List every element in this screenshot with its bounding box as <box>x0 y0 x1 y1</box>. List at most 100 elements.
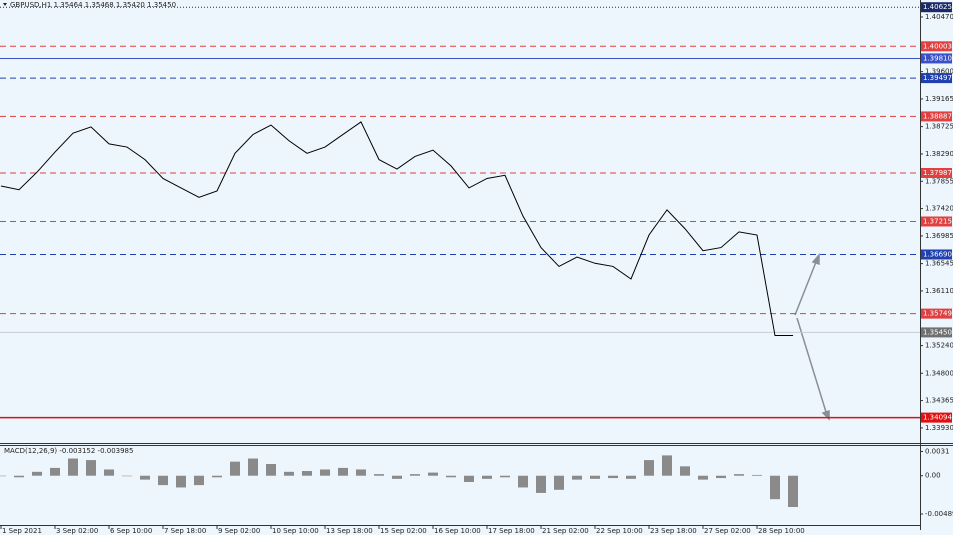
macd-bar <box>284 471 294 476</box>
level-tag <box>921 2 952 13</box>
macd-bar <box>356 469 366 476</box>
macd-bar <box>68 458 78 476</box>
level-tag <box>921 249 952 260</box>
macd-bar <box>122 475 132 477</box>
x-tick-label: 7 Sep 18:00 <box>164 527 206 535</box>
macd-bar <box>140 475 150 480</box>
macd-bar <box>608 475 618 479</box>
x-tick-label: 22 Sep 10:00 <box>596 527 643 535</box>
y-tick-label: 0.00 <box>925 472 941 480</box>
macd-bar <box>536 475 546 493</box>
x-tick-label: 21 Sep 02:00 <box>542 527 589 535</box>
macd-bar <box>392 475 402 479</box>
forecast-arrows <box>794 252 830 421</box>
level-label: 1.35749 <box>923 310 952 318</box>
macd-bar <box>248 458 258 476</box>
macd-bar <box>0 475 6 477</box>
level-tag <box>921 41 952 52</box>
level-label: 1.40625 <box>923 3 952 11</box>
y-tick-label: 1.34800 <box>925 369 953 377</box>
level-label: 1.37215 <box>923 218 952 226</box>
y-tick-label: 1.35240 <box>925 342 953 350</box>
macd-bar <box>626 475 636 479</box>
level-label: 1.38887 <box>923 112 952 120</box>
y-tick-label: 1.38290 <box>925 150 953 158</box>
y-tick-label: 1.36545 <box>925 260 953 268</box>
level-tag <box>921 412 952 423</box>
level-tag <box>921 327 952 338</box>
macd-bar <box>428 472 438 476</box>
y-tick-label: 1.37420 <box>925 205 953 213</box>
level-label: 1.39810 <box>923 54 952 62</box>
macd-bar <box>446 475 456 478</box>
x-tick-label: 10 Sep 10:00 <box>272 527 319 535</box>
x-tick-label: 15 Sep 02:00 <box>380 527 427 535</box>
macd-bar <box>698 475 708 480</box>
macd-bar <box>716 475 726 479</box>
y-tick-label: 1.36110 <box>925 287 953 295</box>
level-label: 1.37987 <box>923 169 952 177</box>
y-tick-label: 1.33930 <box>925 424 953 432</box>
x-tick-label: 3 Sep 02:00 <box>56 527 98 535</box>
macd-bar <box>752 474 762 476</box>
macd-bar <box>158 475 168 486</box>
y-tick-label: 1.37855 <box>925 177 953 185</box>
menu-arrow <box>3 3 7 6</box>
macd-bar <box>230 461 240 476</box>
level-label: 1.36690 <box>923 250 952 258</box>
y-tick-label: 1.36985 <box>925 232 953 240</box>
macd-bar <box>662 455 672 476</box>
macd-bar <box>482 475 492 479</box>
macd-bar <box>644 460 654 476</box>
price-line <box>0 121 793 337</box>
macd-bar <box>464 475 474 482</box>
macd-bar <box>590 475 600 479</box>
x-tick-label: 28 Sep 10:00 <box>758 527 805 535</box>
macd-bar <box>500 475 510 478</box>
y-tick-label: 1.39600 <box>925 68 953 76</box>
level-tag <box>921 53 952 64</box>
macd-bar <box>734 474 744 476</box>
level-tag <box>921 308 952 319</box>
level-label: 1.34094 <box>923 414 952 422</box>
level-tag <box>921 167 952 178</box>
macd-bar <box>104 469 114 476</box>
x-tick-label: 1 Sep 2021 <box>2 527 42 535</box>
macd-bar <box>518 475 528 488</box>
y-tick-label: 0.0031 <box>925 447 950 455</box>
macd-bar <box>374 474 384 476</box>
level-label: 1.35450 <box>923 328 952 336</box>
x-tick-label: 23 Sep 18:00 <box>650 527 697 535</box>
level-label: 1.40003 <box>923 42 952 50</box>
y-tick-label: -0.004894 <box>925 510 953 518</box>
x-tick-label: 27 Sep 02:00 <box>704 527 751 535</box>
y-tick-label: 1.34365 <box>925 397 953 405</box>
macd-bar <box>32 471 42 476</box>
macd-bar <box>770 475 780 500</box>
macd-bar <box>320 469 330 476</box>
macd-bar <box>194 475 204 486</box>
macd-bar <box>86 460 96 476</box>
macd-bar <box>50 467 60 476</box>
macd-bar <box>680 466 690 476</box>
macd-bar <box>302 471 312 476</box>
macd-bar <box>410 474 420 476</box>
x-tick-label: 9 Sep 02:00 <box>218 527 260 535</box>
chart-title: GBPUSD,H1 1.35464 1.35468 1.35420 1.3545… <box>10 1 176 9</box>
x-tick-label: 13 Sep 18:00 <box>326 527 373 535</box>
y-tick-label: 1.39165 <box>925 95 953 103</box>
macd-bar <box>176 475 186 488</box>
y-tick-label: 1.40470 <box>925 13 953 21</box>
x-tick-label: 6 Sep 10:00 <box>110 527 152 535</box>
macd-bar <box>14 475 24 478</box>
macd-bar <box>212 475 222 478</box>
macd-bar <box>554 475 564 490</box>
level-tag <box>921 111 952 122</box>
macd-bar <box>266 463 276 476</box>
level-tag <box>921 73 952 84</box>
x-tick-label: 17 Sep 18:00 <box>488 527 535 535</box>
macd-bar <box>788 475 798 508</box>
level-label: 1.39497 <box>923 74 952 82</box>
